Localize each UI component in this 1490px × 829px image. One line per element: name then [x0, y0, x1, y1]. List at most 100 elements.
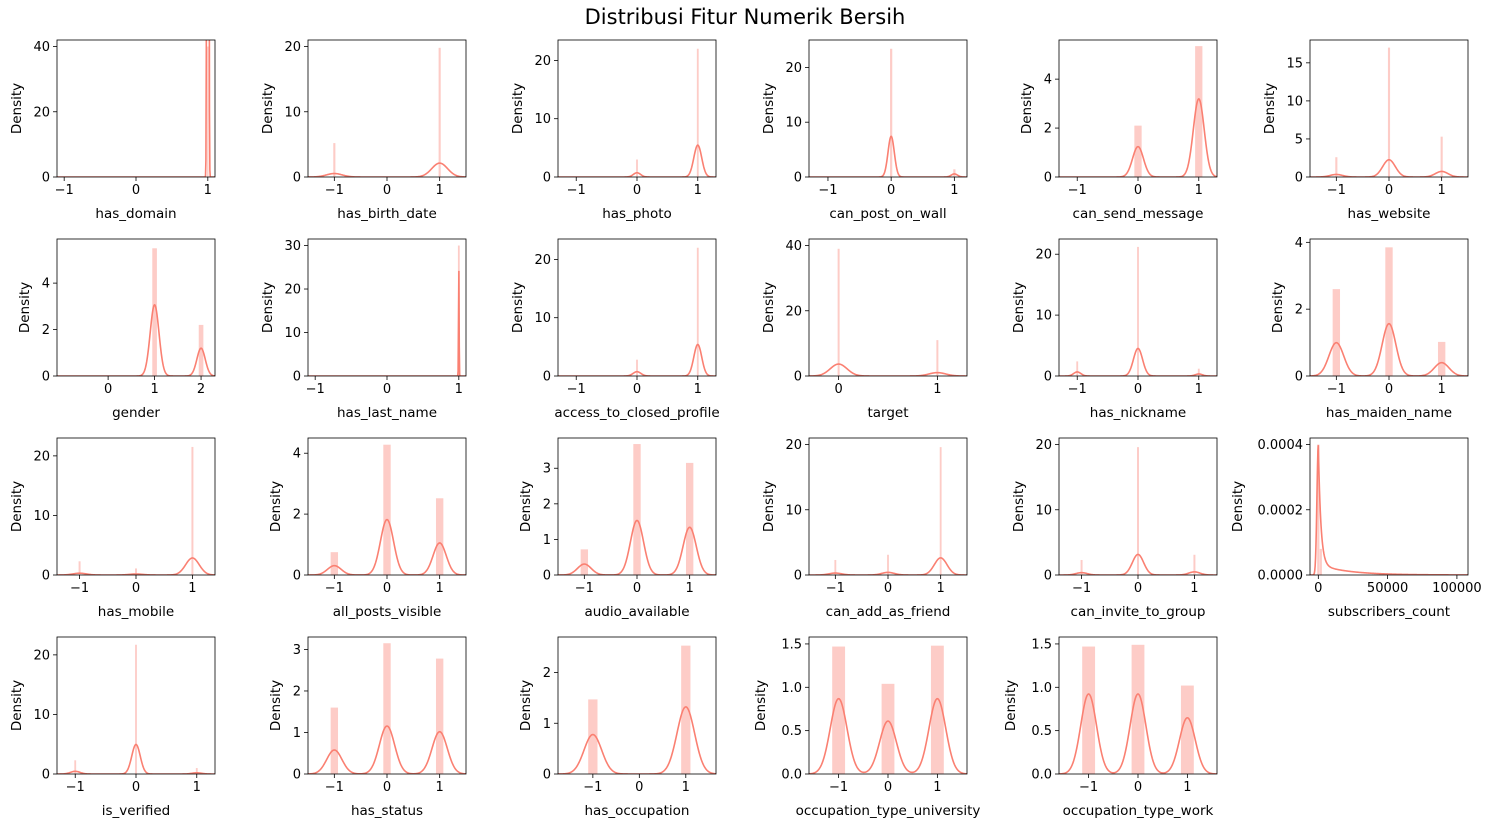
y-tick-label: 10: [1035, 503, 1052, 518]
y-axis-label: Density: [9, 481, 25, 532]
plot-marks: [809, 447, 967, 575]
hist-bar: [1440, 136, 1443, 177]
y-tick-label: 1.0: [1031, 681, 1052, 696]
subplot-audio-available: −1 0 1 0 1 2 3 audio_available Density: [518, 437, 717, 620]
kde-line: [1059, 553, 1217, 575]
axes-frame: [307, 39, 467, 178]
kde-line: [558, 706, 716, 774]
plot-marks: [1059, 46, 1217, 177]
x-tick-label: 1: [933, 382, 941, 397]
x-tick-label: 0: [834, 382, 842, 397]
kde-line: [1059, 98, 1217, 177]
y-tick-label: 20: [534, 54, 551, 69]
hist-bar: [1193, 554, 1196, 575]
x-axis-label: can_add_as_friend: [826, 604, 951, 620]
subplot-can-send-message: −1 0 1 0 2 4 can_send_message Density: [1019, 39, 1218, 222]
y-tick-label: 0: [1044, 171, 1052, 186]
x-tick-label: 1: [694, 183, 702, 198]
y-axis-label: Density: [1011, 481, 1027, 532]
x-tick-label: −1: [325, 581, 344, 596]
y-tick-label: 10: [1035, 309, 1052, 324]
plot-marks: [809, 248, 967, 376]
x-tick-label: 1: [204, 183, 212, 198]
y-tick-label: 10: [785, 503, 802, 518]
x-tick-label: 0: [635, 780, 643, 795]
kde-line: [57, 40, 215, 177]
plot-marks: [308, 643, 466, 774]
x-tick-label: −1: [1079, 780, 1098, 795]
hist-bar: [837, 248, 840, 376]
hist-bar: [438, 47, 441, 177]
x-tick-label: −1: [567, 183, 586, 198]
plot-marks: [809, 645, 967, 774]
y-tick-label: 0: [543, 370, 551, 385]
plot-marks: [57, 40, 215, 177]
hist-bar: [1335, 157, 1338, 177]
y-tick-label: 4: [1295, 236, 1303, 251]
hist-bar: [580, 549, 589, 575]
plot-marks: [1310, 247, 1468, 376]
hist-bar: [1437, 341, 1446, 376]
x-tick-label: 100000: [1432, 581, 1482, 596]
x-axis-label: has_birth_date: [337, 206, 437, 222]
kde-line: [1059, 693, 1217, 774]
hist-bar: [636, 159, 638, 177]
subplot-gender: 0 1 2 0 2 4 gender Density: [17, 238, 216, 421]
y-axis-label: Density: [1003, 680, 1019, 731]
y-axis-label: Density: [510, 282, 526, 333]
x-tick-label: 0: [633, 581, 641, 596]
y-tick-label: 0: [293, 569, 301, 584]
kde-line: [308, 518, 466, 575]
y-tick-label: 20: [33, 648, 50, 663]
hist-bar: [936, 340, 939, 376]
y-tick-label: 1: [543, 717, 551, 732]
kde-line: [308, 162, 466, 177]
y-tick-label: 30: [284, 239, 301, 254]
kde-line: [558, 343, 716, 376]
x-tick-label: 1: [682, 780, 690, 795]
x-tick-label: 1: [933, 780, 941, 795]
kde-line: [57, 303, 215, 376]
hist-bar: [1131, 644, 1145, 774]
y-tick-label: 0.0: [781, 768, 802, 783]
kde-line: [1310, 445, 1468, 575]
x-tick-label: −1: [818, 183, 837, 198]
y-tick-label: 20: [284, 40, 301, 55]
plot-marks: [308, 47, 466, 177]
x-tick-label: 1: [950, 183, 958, 198]
axes-frame: [808, 437, 968, 576]
x-tick-label: 1: [1195, 183, 1203, 198]
y-tick-label: 15: [1286, 56, 1303, 71]
x-tick-label: 0: [104, 382, 112, 397]
x-tick-label: −1: [1327, 382, 1346, 397]
kde-line: [1310, 158, 1468, 177]
hist-bar: [1385, 247, 1393, 376]
y-tick-label: 2: [293, 684, 301, 699]
x-tick-label: 0: [383, 183, 391, 198]
x-axis-label: has_mobile: [98, 604, 174, 620]
y-tick-label: 10: [534, 112, 551, 127]
y-axis-label: Density: [753, 680, 769, 731]
hist-bar: [152, 248, 157, 376]
hist-bar: [696, 247, 699, 376]
hist-bar: [832, 646, 846, 774]
axes-frame: [56, 437, 216, 576]
x-tick-label: 1: [436, 780, 444, 795]
y-tick-label: 0: [42, 370, 50, 385]
y-tick-label: 2: [293, 508, 301, 523]
y-axis-label: Density: [1262, 83, 1278, 134]
figure-title: Distribusi Fitur Numerik Bersih: [584, 5, 906, 29]
subplot-occupation-type-work: −1 0 1 0.0 0.5 1.0 1.5 occupation_type_work Dens…: [1003, 636, 1218, 819]
y-tick-label: 0.0002: [1258, 503, 1304, 518]
y-tick-label: 0: [42, 171, 50, 186]
y-tick-label: 0: [1044, 370, 1052, 385]
x-axis-label: can_post_on_wall: [829, 206, 946, 222]
hist-bar: [330, 707, 339, 774]
x-tick-label: −1: [325, 183, 344, 198]
